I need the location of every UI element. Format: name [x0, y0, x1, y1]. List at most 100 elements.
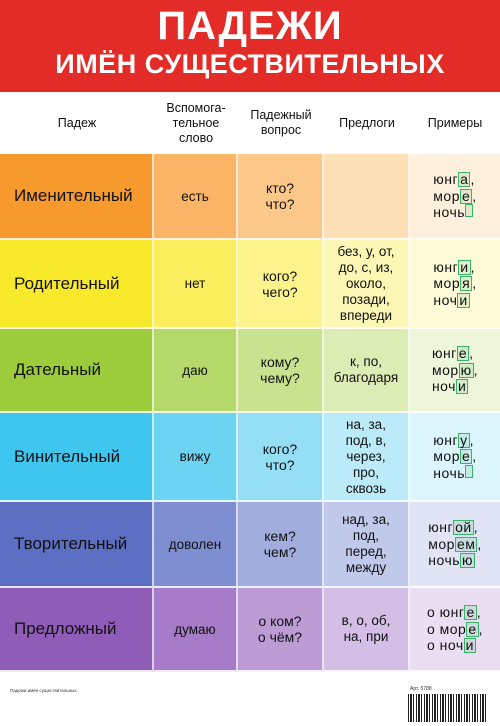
example-word: мор я, [433, 275, 476, 292]
examples: юнг а, мор е, ночь [410, 154, 500, 240]
cases-table: Падеж Вспомога- тельное слово Падежный в… [0, 92, 500, 672]
punctuation: , [477, 535, 482, 552]
preposition-line: перед, [345, 544, 387, 559]
example-word: о ноч и [427, 637, 483, 654]
punctuation: , [472, 187, 477, 204]
word-ending [465, 464, 474, 478]
example-word: ночь [433, 204, 476, 221]
poster-title: ПАДЕЖИ [157, 4, 343, 48]
question-line: чем? [263, 544, 297, 560]
preposition-line: между [345, 560, 387, 575]
preposition-line: в, о, об, [341, 613, 391, 628]
word-ending: а [458, 171, 471, 188]
punctuation: , [473, 519, 479, 536]
punctuation: , [469, 431, 475, 448]
word-ending [465, 204, 474, 218]
word-ending: и [458, 258, 471, 275]
question-line: чего? [262, 283, 298, 300]
preposition-line: позади, [342, 291, 390, 307]
examples: юнг у, мор е, ночь [410, 413, 500, 502]
case-question: кого? что? [238, 413, 324, 502]
word-stem: мор [433, 275, 461, 292]
example-word: ноч и [433, 292, 476, 309]
preposition-line: к, по, [350, 354, 382, 369]
punctuation: , [472, 275, 477, 292]
word-ending: е [460, 448, 473, 465]
word-stem: мор [433, 448, 460, 465]
example-word: ночь ю [428, 552, 482, 569]
word-ending: ем [454, 535, 478, 552]
example-word: мор е, [433, 188, 476, 205]
prepositions [324, 154, 410, 240]
word-stem: мор [431, 361, 459, 378]
case-name: Предложный [0, 588, 154, 672]
word-ending: ой [453, 519, 474, 536]
word-stem: ноч [431, 378, 456, 395]
preposition-line: под, [352, 528, 380, 543]
word-ending: я [460, 275, 473, 292]
poster-subtitle: ИМЁН СУЩЕСТВИТЕЛЬНЫХ [55, 49, 445, 79]
case-question: кого? чего? [238, 240, 324, 329]
case-name: Винительный [0, 413, 154, 502]
question-line: кто? [265, 180, 295, 196]
poster-header: ПАДЕЖИ ИМЁН СУЩЕСТВИТЕЛЬНЫХ [0, 0, 500, 92]
word-stem: о ноч [426, 637, 464, 654]
question-line: чему? [260, 370, 300, 386]
examples: юнг и, мор я, ноч и [410, 240, 500, 329]
word-ending: е [460, 187, 473, 204]
examples: юнг е, мор ю, ноч и [410, 329, 500, 413]
preposition-line: через, [346, 448, 386, 464]
word-ending: е [466, 620, 479, 637]
question-line: кому? [260, 354, 300, 370]
prepositions: на, за, под, в, через, про, сквозь [324, 413, 410, 502]
word-ending: и [457, 291, 470, 308]
word-stem: мор [428, 535, 455, 552]
preposition-line: над, за, [342, 512, 390, 527]
auxiliary-word: даю [154, 329, 238, 413]
col-header-question: Падежный вопрос [238, 92, 324, 154]
auxiliary-word: нет [154, 240, 238, 329]
question-line: о ком? [258, 613, 302, 629]
word-stem: ноч [433, 291, 458, 308]
case-name: Родительный [0, 240, 154, 329]
barcode-icon [408, 694, 488, 722]
preposition-line: на, за, [346, 416, 386, 432]
punctuation: , [470, 171, 475, 188]
punctuation: , [469, 345, 474, 362]
question-line: кого? [262, 267, 298, 284]
word-stem: юнг [431, 345, 457, 362]
question-line: кого? [262, 440, 298, 457]
preposition-line: под, в, [345, 432, 387, 448]
col-header-aux: Вспомога- тельное слово [154, 92, 238, 154]
word-stem: ночь [433, 204, 466, 221]
examples: о юнг е, о мор е, о ноч и [410, 588, 500, 672]
auxiliary-word: доволен [154, 502, 238, 588]
prepositions: над, за, под, перед, между [324, 502, 410, 588]
word-ending: е [456, 345, 470, 362]
auxiliary-word: вижу [154, 413, 238, 502]
case-question: о ком? о чём? [238, 588, 324, 672]
col-header-prepositions: Предлоги [324, 92, 410, 154]
example-word: ночь [433, 464, 476, 482]
word-stem: о юнг [426, 604, 465, 621]
punctuation: , [470, 258, 475, 275]
example-word: мор ю, [432, 362, 478, 379]
col-header-examples: Примеры [410, 92, 500, 154]
punctuation: , [478, 620, 484, 637]
word-ending: и [463, 637, 476, 654]
example-word: о мор е, [427, 621, 483, 638]
word-ending: ю [460, 552, 476, 569]
punctuation: , [472, 448, 477, 465]
preposition-line: про, [352, 464, 380, 480]
col-header-case: Падеж [0, 92, 154, 154]
case-name: Творительный [0, 502, 154, 588]
prepositions: в, о, об, на, при [324, 588, 410, 672]
example-word: юнг а, [433, 171, 476, 188]
preposition-line: сквозь [345, 480, 387, 496]
example-word: мор ем, [428, 536, 482, 553]
punctuation: , [476, 604, 482, 621]
preposition-line: без, у, от, [337, 243, 395, 259]
example-word: юнг и, [433, 259, 476, 276]
word-ending: е [464, 604, 477, 621]
case-question: кому? чему? [238, 329, 324, 413]
